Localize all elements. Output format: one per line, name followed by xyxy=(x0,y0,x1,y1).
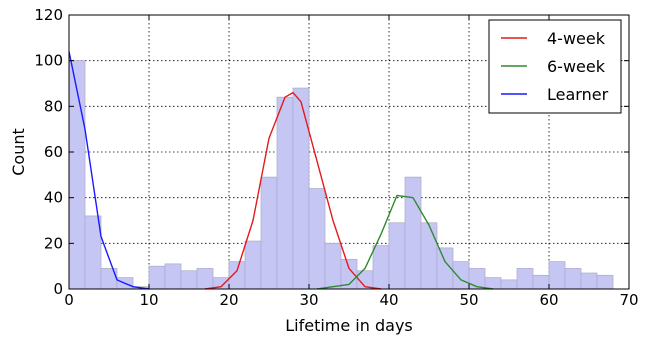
histogram-bar xyxy=(164,263,182,290)
x-axis-ticks: 0 10 20 30 40 50 60 70 xyxy=(64,15,639,309)
histogram-bar xyxy=(500,279,518,290)
x-tick-label: 50 xyxy=(459,291,478,309)
x-tick-label: 20 xyxy=(219,291,238,309)
series-line-6-week xyxy=(316,194,494,290)
x-tick-label: 40 xyxy=(379,291,398,309)
histogram-bar xyxy=(308,188,326,290)
x-tick-label: 60 xyxy=(539,291,558,309)
x-tick-label: 0 xyxy=(64,291,74,309)
histogram-bar xyxy=(548,261,566,290)
y-tick-label: 60 xyxy=(44,143,63,161)
y-axis-label: Count xyxy=(9,128,28,176)
histogram-bar xyxy=(452,261,470,290)
histogram-bar xyxy=(228,261,246,290)
histogram-bar xyxy=(276,96,294,290)
legend-label-6-week: 6-week xyxy=(547,57,606,76)
x-tick-label: 30 xyxy=(299,291,318,309)
series-line-4-week xyxy=(204,91,382,290)
fit-curves xyxy=(68,51,494,290)
x-tick-label: 70 xyxy=(619,291,638,309)
y-axis-ticks: 0 20 40 60 80 100 120 xyxy=(34,6,629,298)
y-tick-label: 0 xyxy=(53,280,63,298)
histogram-bar xyxy=(484,277,502,290)
y-tick-label: 20 xyxy=(44,234,63,252)
legend-label-4-week: 4-week xyxy=(547,29,606,48)
histogram-bar xyxy=(372,245,390,290)
y-tick-label: 100 xyxy=(34,52,63,70)
histogram-bar xyxy=(404,176,422,290)
x-axis-label: Lifetime in days xyxy=(285,316,413,335)
legend-label-learner: Learner xyxy=(547,85,609,104)
histogram-bar xyxy=(420,222,438,290)
histogram-bar xyxy=(292,87,310,290)
y-tick-label: 120 xyxy=(34,6,63,24)
histogram-bar xyxy=(564,268,582,290)
histogram-bar xyxy=(532,274,550,290)
legend: 4-week 6-week Learner xyxy=(488,19,622,114)
histogram-bar xyxy=(148,265,166,290)
y-tick-label: 40 xyxy=(44,189,63,207)
histogram-bar xyxy=(324,242,342,290)
histogram-bar xyxy=(196,268,214,290)
histogram-bar xyxy=(244,240,262,290)
histogram-bar xyxy=(596,274,614,290)
series-line-learner xyxy=(68,51,150,290)
histogram-bar xyxy=(388,222,406,290)
histogram-bar xyxy=(84,215,102,290)
y-tick-label: 80 xyxy=(44,97,63,115)
histogram-bar xyxy=(468,268,486,290)
histogram-bar xyxy=(516,268,534,290)
histogram-bar xyxy=(68,60,86,290)
histogram-bar xyxy=(580,272,598,290)
x-tick-label: 10 xyxy=(139,291,158,309)
histogram-bar xyxy=(260,176,278,290)
histogram-bar xyxy=(180,270,198,290)
